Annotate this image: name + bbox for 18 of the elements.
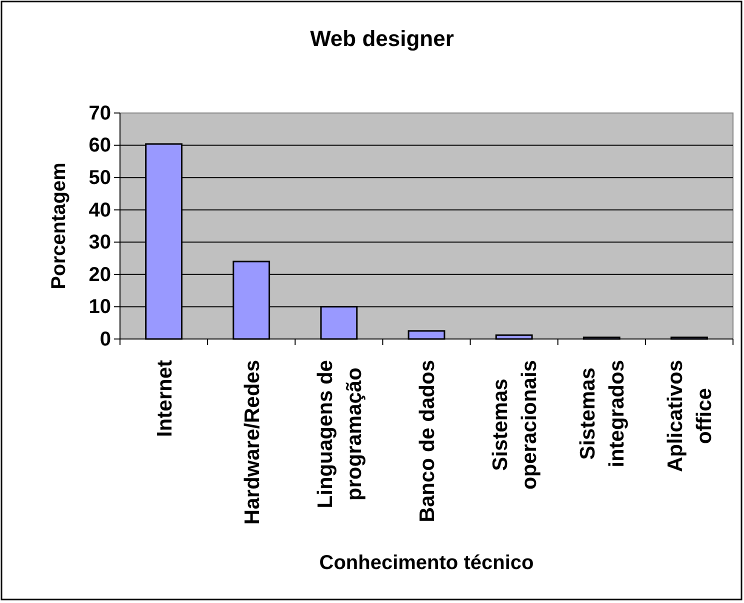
y-tick-label: 40 [88,199,111,222]
y-tick-label: 20 [88,264,111,286]
x-tick-label: Linguagens de programação [314,360,366,508]
y-axis-title: Porcentagem [48,162,70,290]
x-tick-label: Aplicativos office [664,360,716,472]
x-tick-label: Hardware/Redes [240,360,264,525]
x-tick-label: Banco de dados [416,360,439,522]
y-tick-label: 50 [88,166,111,189]
x-tick-label: Internet [153,360,176,438]
y-tick-label: 60 [88,134,111,157]
x-axis-title: Conhecimento técnico [319,552,534,574]
y-tick-label: 0 [100,328,111,350]
y-tick-label: 30 [88,232,111,254]
y-tick-label: 70 [88,102,111,124]
x-tick-label: Sistemas integrados [576,360,629,468]
x-tick-label: Sistemas operacionais [489,360,542,490]
y-tick-label: 10 [88,296,111,318]
chart-title: Web designer [310,26,454,51]
